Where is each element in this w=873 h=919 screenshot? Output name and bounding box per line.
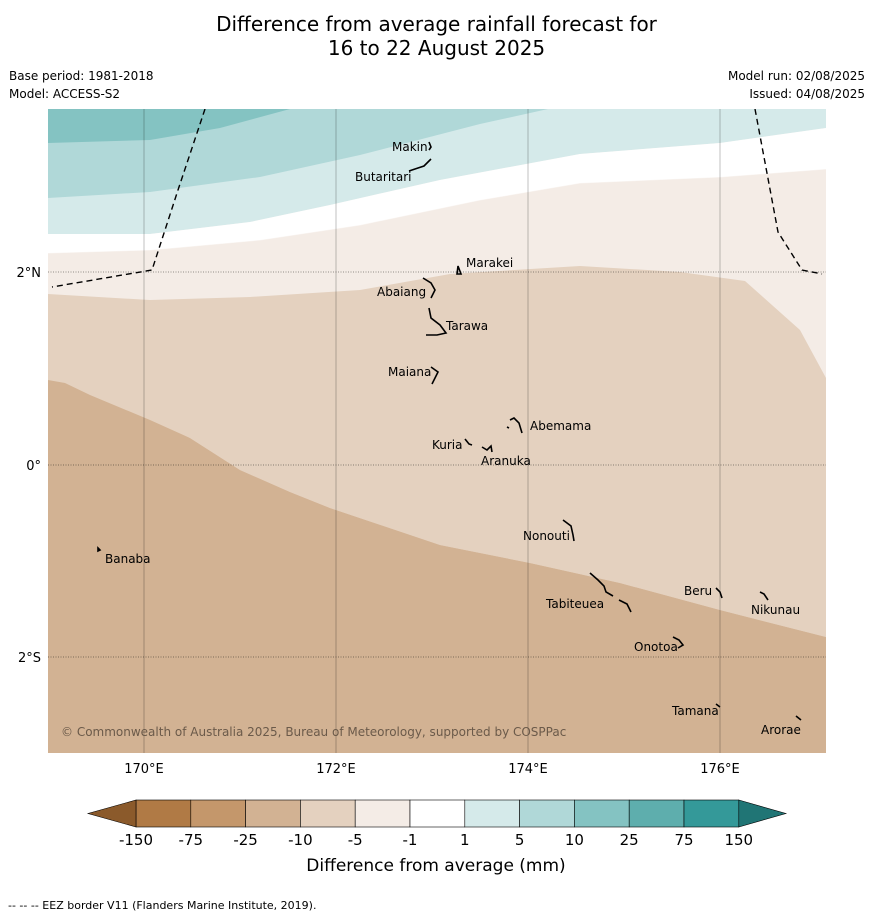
island-label-maiana: Maiana	[388, 365, 431, 379]
rainfall-bands	[48, 109, 826, 753]
legend-tick-label: 150	[724, 831, 753, 849]
island-label-nonouti: Nonouti	[523, 529, 570, 543]
longitude-label: 172°E	[316, 762, 356, 777]
island-label-abaiang: Abaiang	[377, 285, 426, 299]
longitude-label: 176°E	[700, 762, 740, 777]
legend-swatch	[354, 799, 411, 828]
band-boundary	[48, 168, 826, 254]
legend-swatch	[135, 799, 192, 828]
island-shape-butaritari	[408, 158, 432, 172]
copyright-text: © Commonwealth of Australia 2025, Bureau…	[61, 725, 566, 739]
legend-tick-label: -75	[179, 831, 204, 849]
island-label-marakei: Marakei	[466, 256, 513, 270]
island-shape-tarawa	[426, 307, 448, 336]
eez-border-line-east	[754, 109, 823, 275]
island-shape-makin	[428, 141, 432, 151]
eez-border-line-west	[51, 109, 206, 288]
island-label-nikunau: Nikunau	[751, 603, 800, 617]
legend-tick-label: 10	[565, 831, 584, 849]
island-shape-tabiteuea	[589, 572, 632, 613]
legend-arrow-high	[738, 799, 788, 828]
band-minus10-to-minus5	[48, 266, 826, 637]
longitude-label: 170°E	[124, 762, 164, 777]
island-label-tamana: Tamana	[671, 704, 719, 718]
island-shape-nonouti	[562, 519, 575, 542]
island-shape-arorae	[795, 715, 802, 721]
legend-tick-label: 75	[674, 831, 693, 849]
island-label-kuria: Kuria	[432, 438, 463, 452]
band-minus25-to-minus10	[48, 380, 826, 753]
title-line-1: Difference from average rainfall forecas…	[216, 12, 657, 36]
island-label-tarawa: Tarawa	[445, 319, 488, 333]
model-run-text: Model run: 02/08/2025	[727, 69, 865, 83]
legend-tick-label: -5	[348, 831, 363, 849]
island-label-aranuka: Aranuka	[481, 454, 531, 468]
legend-title: Difference from average (mm)	[306, 856, 565, 876]
legend-swatch	[409, 799, 466, 828]
legend-swatch	[190, 799, 246, 828]
island-shape-aranuka	[481, 444, 493, 453]
legend-swatch	[300, 799, 356, 828]
island-shape-nikunau	[759, 591, 769, 601]
island-label-onotoa: Onotoa	[634, 640, 678, 654]
island-label-arorae: Arorae	[761, 723, 801, 737]
legend-swatch	[574, 799, 630, 828]
band-minus1-to-1	[48, 128, 826, 253]
legend-tick-label: -25	[233, 831, 258, 849]
latitude-label: 2°S	[18, 651, 41, 666]
eez-footnote: -- -- -- EEZ border V11 (Flanders Marine…	[8, 899, 317, 912]
legend-swatch	[519, 799, 575, 828]
island-outlines	[97, 141, 802, 721]
issued-text: Issued: 04/08/2025	[749, 87, 865, 101]
island-shape-beru	[715, 587, 723, 599]
legend-tick-label: 5	[515, 831, 525, 849]
island-shape-maiana	[430, 366, 440, 385]
legend-swatch	[683, 799, 740, 828]
island-shape-onotoa	[672, 636, 685, 649]
island-shape-marakei	[456, 265, 463, 275]
legend-swatch	[245, 799, 301, 828]
model-text: Model: ACCESS-S2	[9, 87, 121, 101]
island-shape-abaiang	[422, 277, 436, 299]
base-info: Base period: 1981-2018 Model: ACCESS-S2	[9, 67, 154, 103]
legend-tick-label: 1	[460, 831, 470, 849]
graticule	[48, 109, 826, 753]
legend-colorbar: -150 -75 -25 -10 -5 -1 1 5 10 25 75 150	[86, 799, 788, 849]
island-shape-kuria	[464, 438, 473, 446]
island-label-tabiteuea: Tabiteuea	[545, 597, 604, 611]
base-period-text: Base period: 1981-2018	[9, 69, 154, 83]
legend-swatch	[628, 799, 685, 828]
legend-tick-label: -10	[288, 831, 313, 849]
island-label-abemama: Abemama	[530, 419, 591, 433]
legend-tick-label: 25	[620, 831, 639, 849]
latitude-label: 2°N	[17, 266, 42, 281]
axis-labels: 170°E 172°E 174°E 176°E 2°N 0° 2°S	[17, 266, 740, 777]
legend-swatch	[464, 799, 520, 828]
map-title: Difference from average rainfall forecas…	[0, 12, 873, 60]
title-line-2: 16 to 22 August 2025	[327, 36, 546, 60]
eez-border	[51, 109, 823, 288]
island-label-banaba: Banaba	[105, 552, 151, 566]
legend-tick-label: -1	[403, 831, 418, 849]
island-label-makin: Makin	[392, 140, 428, 154]
longitude-label: 174°E	[508, 762, 548, 777]
band-10-to-25	[48, 109, 290, 143]
island-label-butaritari: Butaritari	[355, 170, 412, 184]
island-shape-abemama	[506, 417, 523, 434]
island-shape-tamana	[715, 703, 721, 708]
island-labels: Makin Butaritari Marakei Abaiang Tarawa Maian…	[105, 140, 801, 737]
legend-tick-label: -150	[119, 831, 153, 849]
run-info: Model run: 02/08/2025 Issued: 04/08/2025	[728, 67, 865, 103]
latitude-label: 0°	[26, 459, 41, 474]
legend-arrow-low	[86, 799, 137, 828]
island-shape-banaba	[97, 546, 102, 553]
island-label-beru: Beru	[684, 584, 712, 598]
